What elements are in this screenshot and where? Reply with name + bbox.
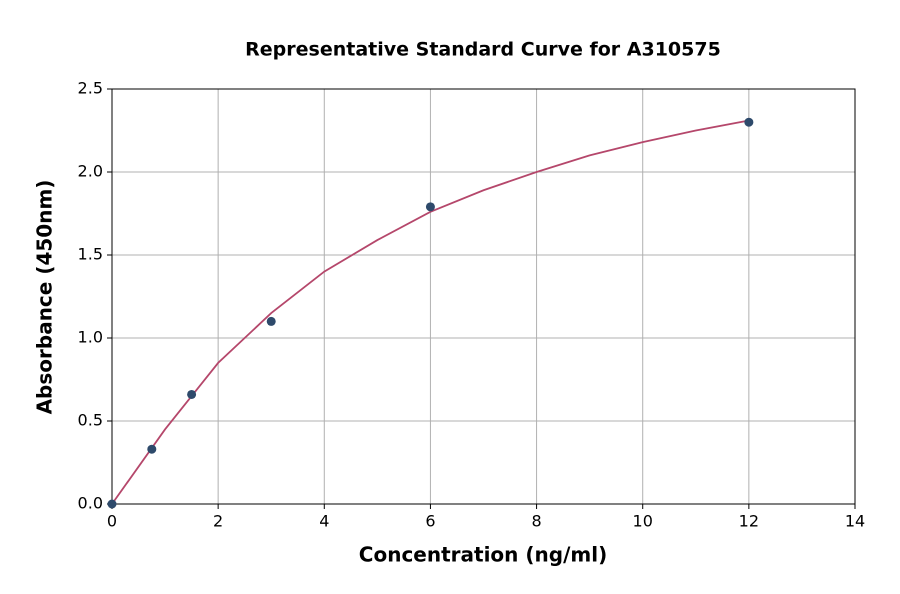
- x-tick-label: 12: [739, 512, 759, 531]
- x-tick-label: 6: [425, 512, 435, 531]
- data-point: [744, 117, 754, 127]
- x-tick-label: 10: [633, 512, 653, 531]
- y-tick-label: 0.0: [78, 494, 103, 513]
- data-point: [425, 202, 435, 212]
- x-tick-label: 8: [531, 512, 541, 531]
- data-point: [266, 316, 276, 326]
- x-tick-label: 2: [213, 512, 223, 531]
- y-axis-label: Absorbance (450nm): [33, 180, 57, 415]
- fit-curve: [111, 119, 750, 505]
- plot-frame: [111, 88, 856, 505]
- x-tick-label: 0: [107, 512, 117, 531]
- data-point: [107, 499, 117, 509]
- x-axis-label: Concentration (ng/ml): [359, 543, 607, 567]
- y-tick-label: 0.5: [78, 411, 103, 430]
- x-tick-label: 14: [845, 512, 865, 531]
- y-tick-label: 2.0: [78, 162, 103, 181]
- y-tick-label: 1.0: [78, 328, 103, 347]
- x-tick-label: 4: [319, 512, 329, 531]
- data-point: [187, 389, 197, 399]
- chart-title: Representative Standard Curve for A31057…: [245, 39, 721, 61]
- y-tick-label: 1.5: [78, 245, 103, 264]
- data-point: [147, 444, 157, 454]
- y-tick-label: 2.5: [78, 79, 103, 98]
